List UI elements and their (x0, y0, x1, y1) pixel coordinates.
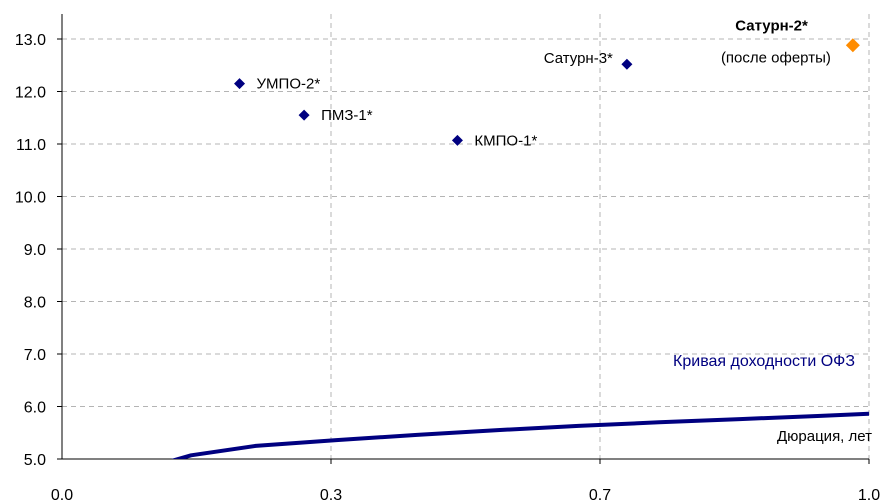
y-tick-label: 5.0 (24, 452, 46, 469)
x-tick-label: 0.0 (51, 487, 73, 502)
point-label: КМПО-1* (474, 132, 537, 149)
point-sublabel: (после оферты) (721, 49, 831, 66)
y-tick-label: 13.0 (15, 32, 46, 49)
y-tick-label: 9.0 (24, 242, 46, 259)
x-tick-label: 0.3 (320, 487, 342, 502)
point-marker (298, 109, 310, 121)
point-marker (451, 134, 463, 146)
point-label: ПМЗ-1* (321, 107, 373, 124)
y-tick-labels: 13.0 12.0 11.0 10.0 9.0 8.0 7.0 6.0 5.0 (15, 32, 46, 469)
x-tick-label: 0.7 (589, 487, 611, 502)
x-tick-label: 1.0 (858, 487, 880, 502)
point-label: Сатурн-2* (735, 17, 808, 34)
y-tick-label: 6.0 (24, 400, 46, 417)
y-tick-label: 10.0 (15, 190, 46, 207)
point-marker (621, 58, 633, 70)
bond-points: УМПО-2*ПМЗ-1* КМПО-1* Сатурн-3* Сатурн-2* (п… (234, 17, 860, 149)
x-axis-title: Дюрация, лет (777, 428, 872, 445)
y-tick-label: 11.0 (16, 137, 46, 154)
curve-line (171, 411, 870, 459)
y-tick-label: 12.0 (15, 85, 46, 102)
x-tick-labels: 0.0 0.3 0.7 1.0 (51, 487, 880, 502)
point-label: Сатурн-3* (544, 50, 613, 67)
axes (57, 14, 870, 464)
grid-lines (62, 14, 870, 459)
point-marker (234, 78, 246, 90)
y-tick-label: 7.0 (24, 347, 46, 364)
curve-label: Кривая доходности ОФЗ (673, 353, 855, 370)
point-marker (845, 38, 860, 53)
point-label: УМПО-2* (257, 76, 321, 93)
y-tick-label: 8.0 (24, 295, 46, 312)
ofz-yield-curve (171, 411, 870, 459)
